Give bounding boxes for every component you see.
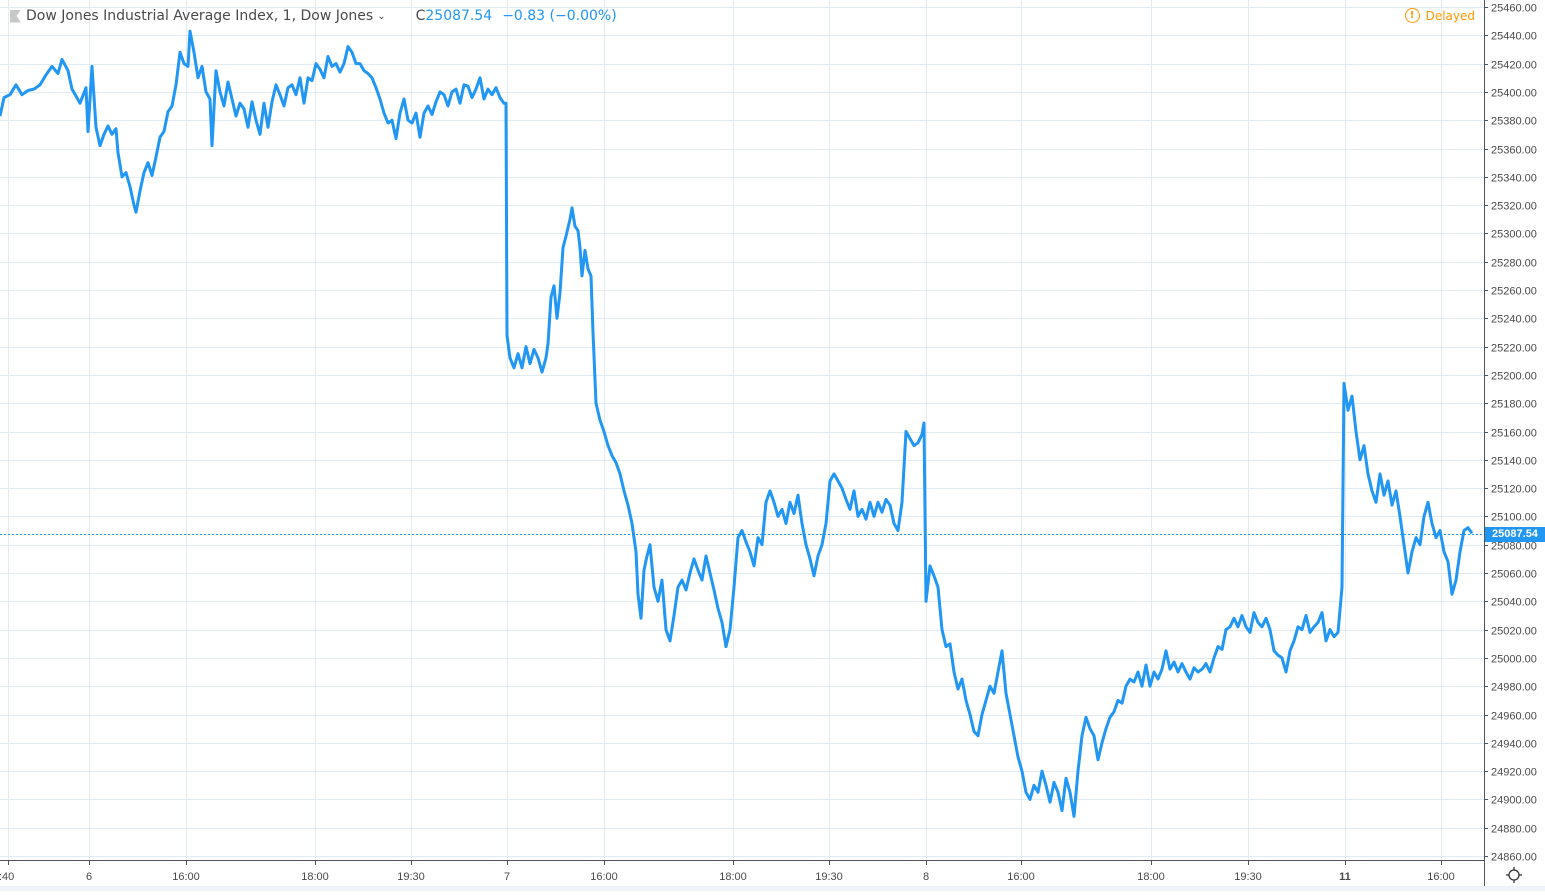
- price-axis-label: 25360.00: [1491, 145, 1537, 157]
- gear-icon[interactable]: [1505, 866, 1523, 884]
- price-axis-label: 25240.00: [1491, 314, 1537, 326]
- time-axis-label: 16:00: [1427, 871, 1455, 883]
- price-axis-label: 25160.00: [1491, 428, 1537, 440]
- time-axis-label: 18:00: [301, 871, 329, 883]
- price-axis-label: 25060.00: [1491, 569, 1537, 581]
- delayed-badge[interactable]: ! Delayed: [1404, 8, 1475, 23]
- close-label: C: [415, 8, 426, 24]
- vertical-gridlines: [8, 0, 1442, 860]
- last-price-tag: 25087.54: [1485, 526, 1545, 542]
- time-axis-label: 18:00: [719, 871, 747, 883]
- price-axis-label: 25220.00: [1491, 343, 1537, 355]
- close-value-group: C25087.54: [416, 8, 493, 24]
- flag-icon[interactable]: [10, 9, 21, 23]
- price-axis-label: 25260.00: [1491, 286, 1537, 298]
- time-axis-label: 11: [1339, 871, 1351, 883]
- price-axis-label: 25400.00: [1491, 88, 1537, 100]
- price-axis-label: 25280.00: [1491, 258, 1537, 270]
- symbol-title[interactable]: Dow Jones Industrial Average Index, 1, D…: [26, 8, 374, 24]
- price-axis-label: 24860.00: [1491, 852, 1537, 864]
- time-axis-bottom-strip: [0, 886, 1545, 891]
- price-axis-label: 25320.00: [1491, 201, 1537, 213]
- price-axis-label: 25180.00: [1491, 399, 1537, 411]
- time-axis-label: 7: [504, 871, 510, 883]
- price-axis-label: 24880.00: [1491, 824, 1537, 836]
- price-axis-label: 25380.00: [1491, 116, 1537, 128]
- price-axis-label: 25100.00: [1491, 512, 1537, 524]
- chart-legend: Dow Jones Industrial Average Index, 1, D…: [10, 6, 617, 26]
- time-axis-label: 18:00: [1137, 871, 1165, 883]
- time-axis-label: 19:30: [815, 871, 843, 883]
- chevron-down-icon[interactable]: ⌄: [377, 10, 386, 22]
- price-axis-label: 25120.00: [1491, 484, 1537, 496]
- price-axis[interactable]: 25460.00 25440.00 25420.00 25400.00 25380.00…: [1484, 3, 1537, 864]
- price-axis-label: 24900.00: [1491, 795, 1537, 807]
- time-axis-label: 8: [923, 871, 929, 883]
- price-axis-label: 25200.00: [1491, 371, 1537, 383]
- horizontal-gridlines: [0, 7, 1484, 857]
- price-axis-label: 25300.00: [1491, 229, 1537, 241]
- time-axis-label: 19:30: [397, 871, 425, 883]
- price-axis-label: 24940.00: [1491, 739, 1537, 751]
- time-axis[interactable]: :40 6 16:00 18:00 19:30 7 16:00 18:00 19:30 8 16:0…: [0, 860, 1455, 883]
- price-series-line: [0, 29, 1474, 818]
- price-axis-label: 25000.00: [1491, 654, 1537, 666]
- price-axis-label: 24960.00: [1491, 711, 1537, 723]
- price-axis-label: 25340.00: [1491, 173, 1537, 185]
- close-value: 25087.54: [425, 8, 493, 24]
- price-axis-label: 25440.00: [1491, 31, 1537, 43]
- price-axis-label: 25040.00: [1491, 597, 1537, 609]
- time-axis-label: 16:00: [590, 871, 618, 883]
- time-axis-label: :40: [0, 871, 14, 883]
- price-axis-label: 25020.00: [1491, 626, 1537, 638]
- alert-circle-icon: !: [1404, 8, 1420, 23]
- price-axis-label: 25080.00: [1491, 541, 1537, 553]
- change-value: −0.83 (−0.00%): [502, 8, 617, 24]
- price-axis-label: 25460.00: [1491, 3, 1537, 15]
- time-axis-label: 16:00: [172, 871, 200, 883]
- price-axis-label: 24980.00: [1491, 682, 1537, 694]
- time-axis-label: 6: [86, 871, 92, 883]
- time-axis-label: 19:30: [1234, 871, 1262, 883]
- price-axis-label: 25140.00: [1491, 456, 1537, 468]
- price-axis-label: 24920.00: [1491, 767, 1537, 779]
- delayed-label: Delayed: [1425, 8, 1475, 23]
- price-axis-label: 25420.00: [1491, 60, 1537, 72]
- time-axis-label: 16:00: [1007, 871, 1035, 883]
